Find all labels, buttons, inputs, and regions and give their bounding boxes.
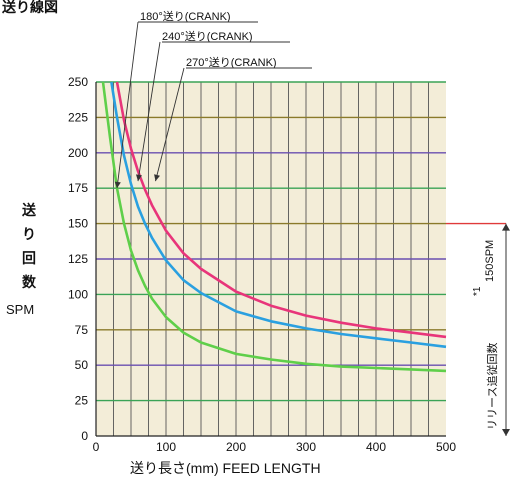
y-axis-char: 回: [22, 250, 36, 266]
x-tick-label: 100: [156, 440, 176, 454]
y-tick-label: 175: [68, 181, 88, 195]
y-tick-label: 150: [68, 217, 88, 231]
annotation-arrowhead: [114, 181, 121, 189]
y-axis-unit: SPM: [6, 302, 35, 317]
y-tick-label: 200: [68, 146, 88, 160]
annotation-leader: [155, 67, 185, 182]
y-axis-char: 送: [22, 202, 36, 218]
y-tick-label: 75: [75, 323, 89, 337]
annotation-arrowhead: [135, 174, 142, 182]
x-tick-label: 400: [366, 440, 386, 454]
y-tick-label: 50: [75, 358, 89, 372]
y-axis-char: 数: [22, 274, 36, 290]
annotation-leader: [116, 21, 139, 189]
series-line-1: [101, 81, 447, 373]
y-axis-label: 送 り 回 数: [20, 198, 38, 294]
annotation-240: 240°送り(CRANK): [162, 31, 253, 43]
y-tick-label: 100: [68, 287, 88, 301]
release-bracket-arrow-bottom: [502, 429, 510, 436]
y-tick-label: 250: [68, 75, 88, 89]
annotation-180: 180°送り(CRANK): [140, 11, 231, 23]
chart-title: 送り線図: [2, 0, 58, 15]
series-line-3: [115, 81, 447, 339]
y-tick-label: 0: [81, 429, 88, 443]
annotation-270: 270°送り(CRANK): [186, 57, 277, 69]
y-axis-char: り: [22, 226, 36, 242]
x-tick-label: 200: [226, 440, 246, 454]
x-tick-label: 0: [93, 440, 100, 454]
x-tick-label: 500: [436, 440, 456, 454]
y-tick-label: 25: [75, 394, 89, 408]
annotation-leader: [137, 41, 161, 182]
y-tick-label: 125: [68, 252, 88, 266]
x-axis-label: 送り長さ(mm) FEED LENGTH: [130, 460, 321, 476]
series-line-2: [110, 81, 447, 349]
x-tick-label: 300: [296, 440, 316, 454]
y-tick-label: 225: [68, 110, 88, 124]
release-bracket-arrow-top: [502, 223, 510, 231]
annotation-arrowhead: [154, 174, 160, 182]
